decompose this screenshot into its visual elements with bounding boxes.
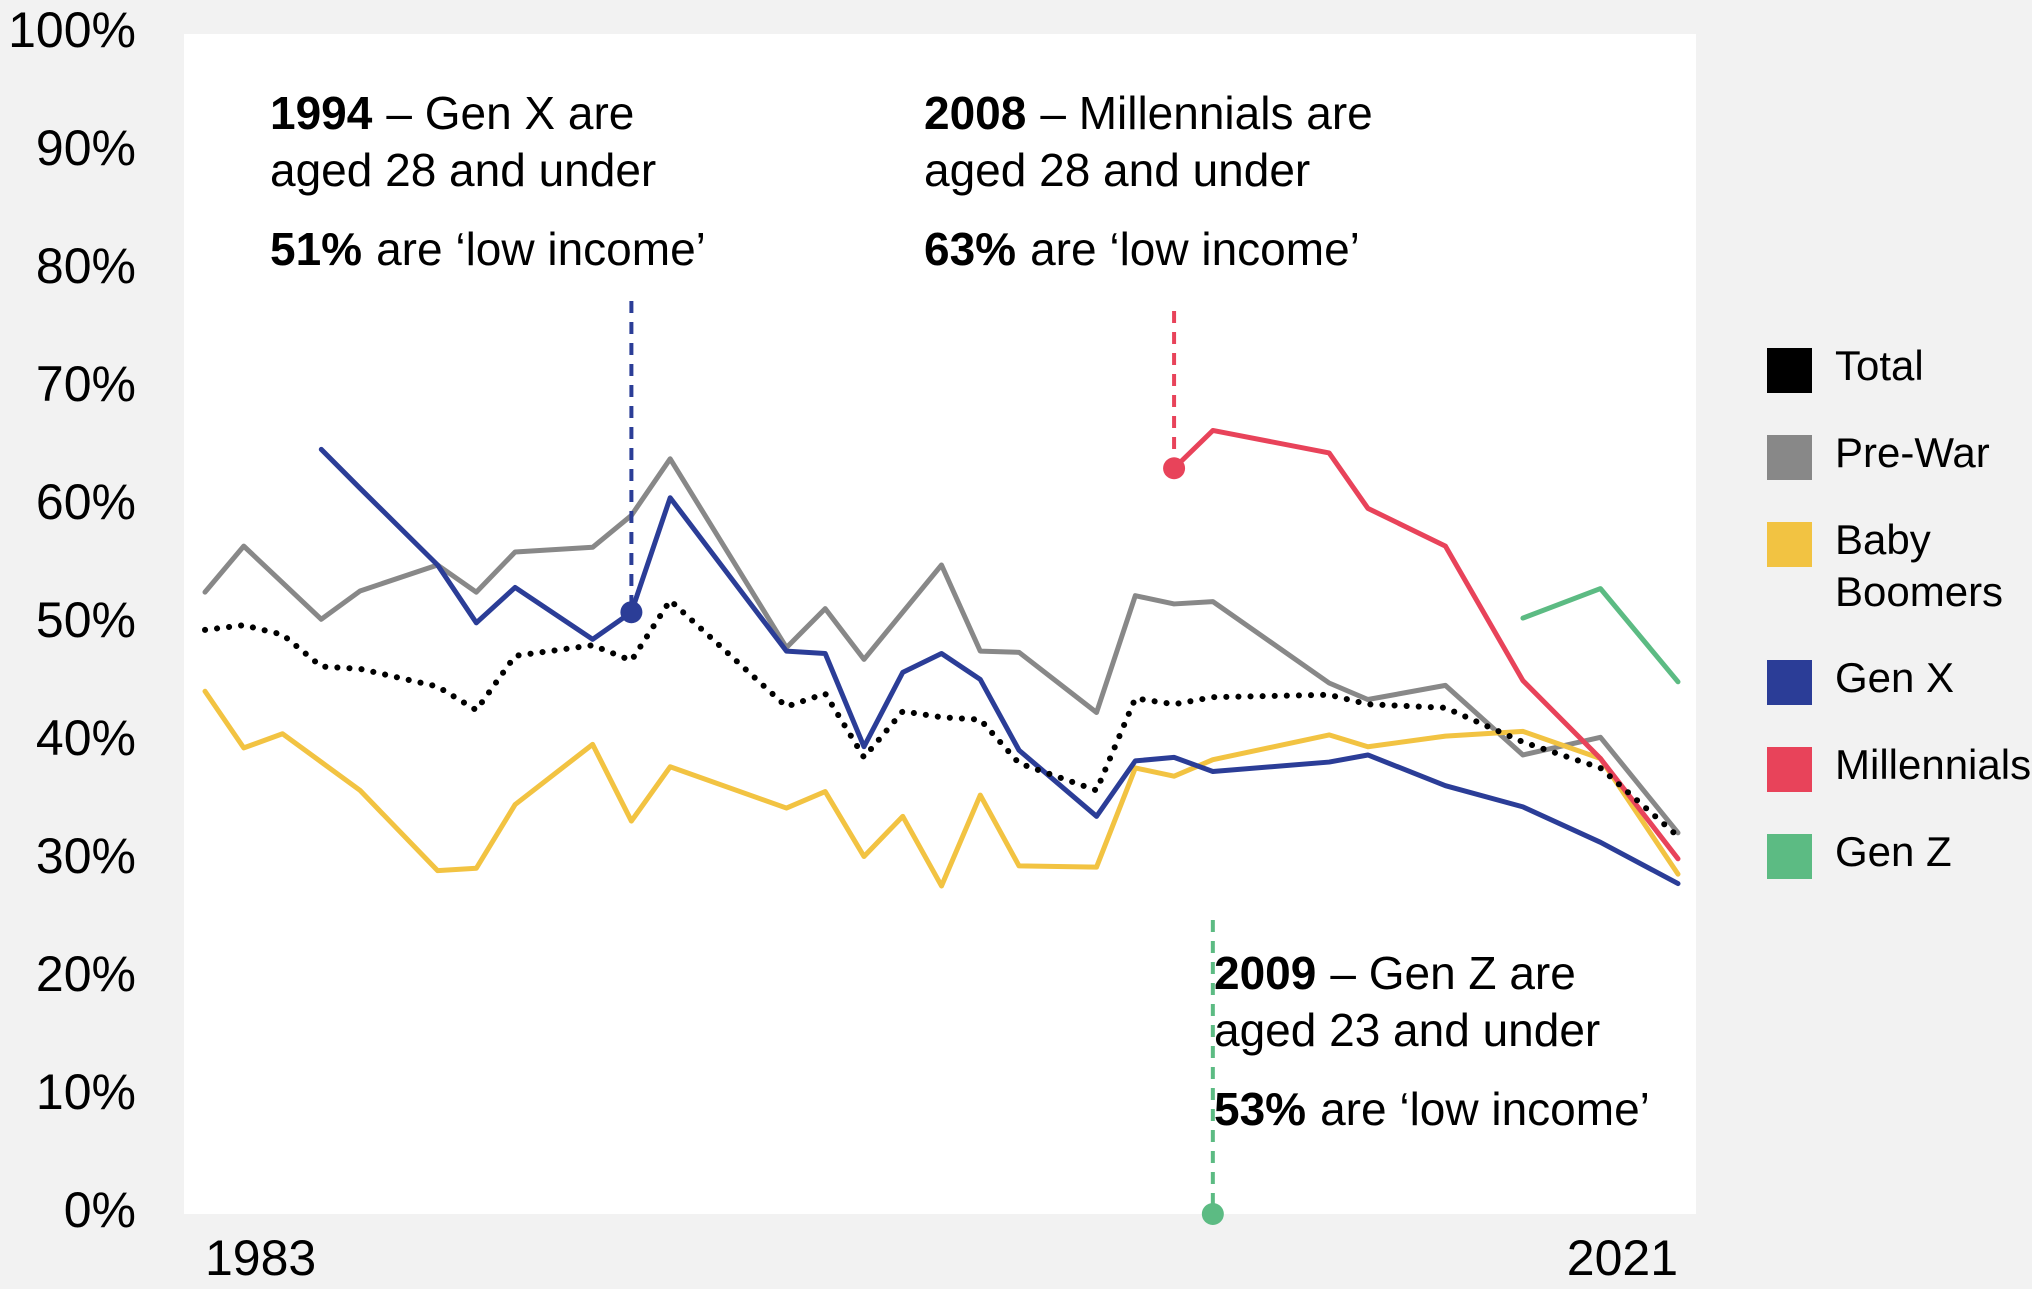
annotation-share: 53%: [1214, 1083, 1306, 1135]
legend-label: Gen Z: [1835, 828, 1952, 875]
series-line: [202, 597, 1681, 840]
annotation-text: – Millennials are: [1040, 87, 1372, 139]
y-tick-label: 60%: [36, 474, 136, 530]
annotation-line: 63% are ‘low income’: [924, 223, 1360, 275]
annotation-share-text: are ‘low income’: [376, 223, 706, 275]
legend-swatch: [1767, 522, 1812, 567]
legend-item: Millennials: [1767, 739, 2032, 792]
annotation-line: 51% are ‘low income’: [270, 223, 706, 275]
legend-label: Pre-War: [1835, 429, 1990, 476]
y-tick-label: 50%: [36, 592, 136, 648]
annotation-share: 63%: [924, 223, 1016, 275]
legend-item: Baby Boomers: [1767, 514, 2032, 618]
legend: Total Pre-War Baby Boomers Gen X Millennials…: [1767, 340, 2032, 913]
legend-swatch: [1767, 747, 1812, 792]
legend-label: Baby Boomers: [1835, 516, 2004, 615]
annotation-point: [1201, 1203, 1224, 1225]
annotation-line: 2009 – Gen Z are: [1214, 947, 1576, 999]
y-tick-label: 20%: [36, 946, 136, 1002]
legend-label: Gen X: [1835, 654, 1955, 701]
series-line: [202, 456, 1681, 836]
legend-label: Millennials: [1835, 741, 2032, 788]
legend-label: Total: [1835, 342, 1924, 389]
x-tick-label: 1983: [205, 1230, 316, 1286]
annotation-year: 2009: [1214, 947, 1316, 999]
y-tick-label: 10%: [36, 1064, 136, 1120]
plot-area: [184, 34, 1696, 1214]
y-tick-label: 70%: [36, 356, 136, 412]
legend-item: Pre-War: [1767, 427, 2032, 480]
y-tick-label: 30%: [36, 828, 136, 884]
annotation-year: 2008: [924, 87, 1026, 139]
series-line: [1520, 586, 1681, 685]
legend-swatch: [1767, 834, 1812, 879]
series-line: [202, 688, 1681, 889]
legend-item: Gen X: [1767, 652, 2032, 705]
x-tick-label: 2021: [1567, 1230, 1678, 1286]
legend-swatch: [1767, 348, 1812, 393]
legend-swatch: [1767, 435, 1812, 480]
annotation-line: 2008 – Millennials are: [924, 87, 1373, 139]
annotation-line: aged 23 and under: [1214, 1004, 1600, 1056]
annotation-line: 1994– Gen X are: [270, 87, 634, 139]
annotation-year: 1994: [270, 87, 373, 139]
legend-swatch: [1767, 660, 1812, 705]
y-tick-label: 80%: [36, 238, 136, 294]
y-tick-label: 40%: [36, 710, 136, 766]
y-tick-label: 100%: [8, 2, 136, 58]
annotation-point: [620, 601, 643, 624]
series-line: [1171, 427, 1681, 862]
annotation-point: [1163, 457, 1186, 480]
annotation-line: aged 28 and under: [270, 144, 656, 196]
annotation-line: aged 28 and under: [924, 144, 1310, 196]
annotation-share-text: are ‘low income’: [1030, 223, 1360, 275]
annotation-text: – Gen X are: [386, 87, 634, 139]
annotation-share: 51%: [270, 223, 362, 275]
y-tick-label: 0%: [64, 1182, 136, 1238]
series-line: [318, 446, 1681, 887]
legend-item: Total: [1767, 340, 2032, 393]
y-tick-label: 90%: [36, 120, 136, 176]
annotation-share-text: are ‘low income’: [1320, 1083, 1650, 1135]
annotation-line: 53% are ‘low income’: [1214, 1083, 1650, 1135]
legend-item: Gen Z: [1767, 826, 2032, 879]
annotation-text: – Gen Z are: [1330, 947, 1575, 999]
